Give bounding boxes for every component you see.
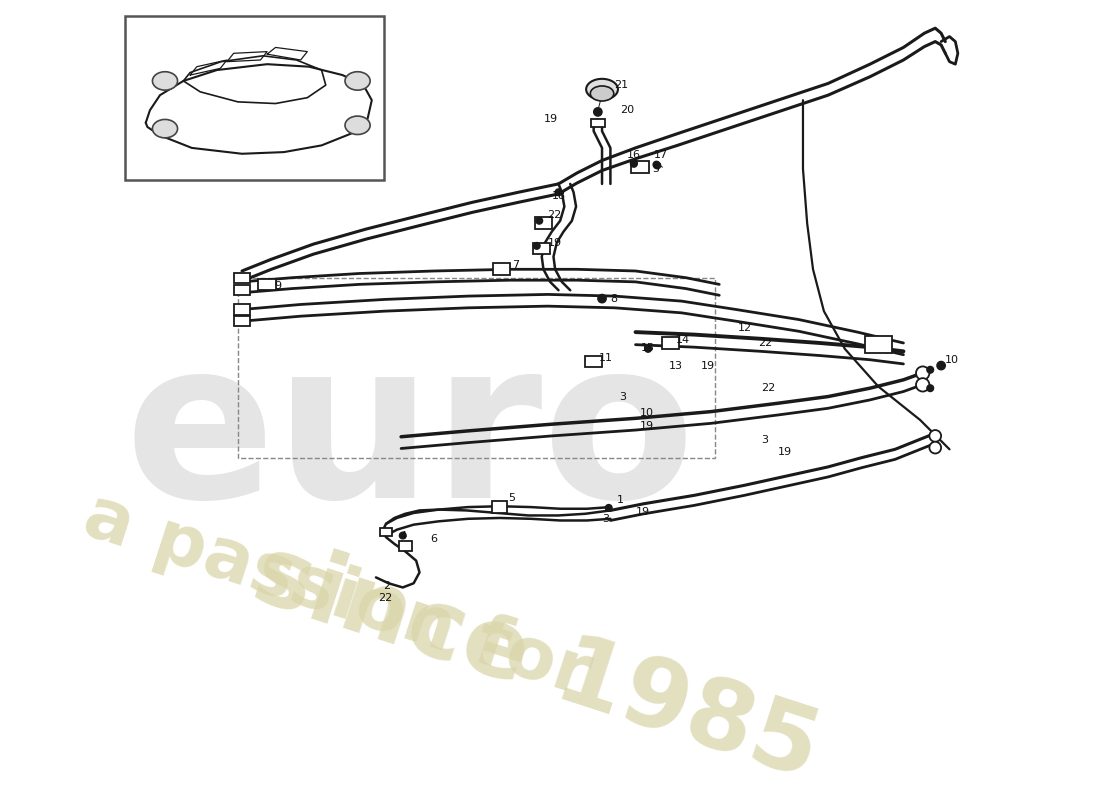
Text: 22: 22 (548, 210, 562, 220)
Text: a passion for: a passion for (75, 482, 598, 710)
Text: 1: 1 (617, 495, 624, 506)
Ellipse shape (345, 116, 370, 134)
Text: 20: 20 (620, 106, 635, 115)
Circle shape (930, 430, 942, 442)
Circle shape (653, 162, 661, 169)
Circle shape (645, 346, 651, 352)
Text: 5: 5 (508, 493, 515, 503)
Text: 18: 18 (552, 190, 565, 201)
Bar (398, 541, 412, 550)
Text: 19: 19 (640, 421, 653, 431)
Text: 22: 22 (377, 593, 392, 602)
Circle shape (653, 162, 660, 168)
Bar (534, 242, 550, 254)
Text: 16: 16 (627, 150, 641, 160)
Bar (257, 278, 276, 290)
Text: 3: 3 (602, 514, 609, 524)
Text: 14: 14 (675, 334, 690, 345)
Text: 5: 5 (652, 164, 659, 174)
Bar (234, 305, 250, 314)
Circle shape (916, 378, 930, 391)
Ellipse shape (345, 72, 370, 90)
Text: 6: 6 (430, 534, 438, 544)
Circle shape (605, 505, 612, 511)
Bar (493, 502, 507, 513)
Text: 19: 19 (778, 447, 792, 457)
Circle shape (536, 218, 542, 224)
Text: 11: 11 (598, 353, 613, 363)
Text: 17: 17 (653, 150, 668, 160)
Bar (493, 263, 510, 275)
Bar (585, 355, 602, 367)
Text: 19: 19 (701, 362, 715, 371)
Circle shape (916, 366, 930, 380)
Text: 8: 8 (610, 294, 617, 305)
Text: since 1985: since 1985 (242, 528, 830, 798)
Bar (865, 336, 892, 353)
Ellipse shape (153, 119, 177, 138)
Circle shape (399, 532, 406, 539)
Circle shape (927, 366, 934, 373)
Text: 19: 19 (636, 507, 650, 517)
Text: 7: 7 (512, 260, 519, 270)
Text: 3: 3 (761, 435, 768, 445)
Bar (591, 118, 605, 127)
Text: 22: 22 (761, 383, 776, 393)
Circle shape (630, 161, 637, 167)
Circle shape (598, 294, 606, 302)
Text: 2: 2 (383, 581, 389, 590)
Ellipse shape (591, 86, 614, 101)
Bar (234, 286, 250, 295)
Circle shape (630, 160, 637, 166)
Bar (381, 528, 392, 536)
Bar (234, 316, 250, 326)
Text: 22: 22 (758, 338, 772, 348)
Bar (234, 273, 250, 282)
Circle shape (556, 189, 562, 196)
Circle shape (937, 362, 945, 370)
Text: 19: 19 (548, 238, 562, 247)
Bar (238, 278, 715, 458)
Circle shape (534, 242, 540, 250)
Ellipse shape (586, 79, 618, 100)
Text: euro: euro (124, 330, 696, 544)
Bar (662, 337, 679, 349)
Text: 19: 19 (543, 114, 558, 124)
Circle shape (927, 385, 934, 391)
Circle shape (930, 442, 942, 454)
Text: 10: 10 (945, 354, 959, 365)
Text: 4: 4 (399, 530, 407, 541)
Bar (630, 161, 649, 174)
Text: 3: 3 (619, 393, 626, 402)
Circle shape (594, 108, 602, 116)
Text: 15: 15 (640, 343, 654, 353)
Text: 21: 21 (615, 80, 629, 90)
Bar (124, 17, 384, 180)
Ellipse shape (153, 72, 177, 90)
Text: 12: 12 (738, 323, 751, 333)
Text: 9: 9 (274, 281, 280, 291)
Text: 13: 13 (669, 362, 683, 371)
Text: 10: 10 (640, 408, 653, 418)
Bar (535, 218, 552, 229)
